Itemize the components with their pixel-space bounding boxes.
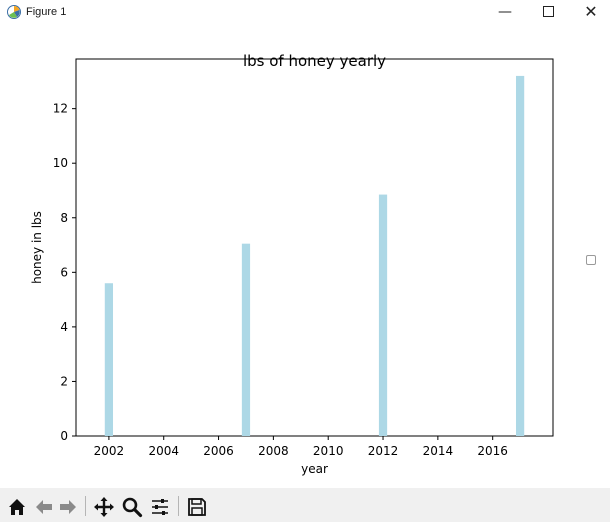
minimize-icon: — [498,4,512,20]
chart-title: lbs of honey yearly [243,52,386,70]
y-tick-label: 10 [53,156,68,170]
configure-subplots-icon[interactable] [149,496,171,518]
y-tick-label: 4 [60,320,68,334]
x-tick-label: 2010 [313,444,344,458]
toolbar-separator [178,496,179,516]
y-tick-label: 8 [60,211,68,225]
x-tick-label: 2008 [258,444,289,458]
home-icon[interactable] [6,496,28,518]
back-arrow-icon[interactable] [33,496,55,518]
x-tick-label: 2006 [203,444,234,458]
x-tick-label: 2002 [94,444,125,458]
bar [378,194,388,436]
bar [515,75,525,436]
maximize-icon [542,5,554,17]
close-button[interactable]: ✕ [568,0,610,26]
figure-canvas: 2002 2004 2006 2008 2010 2012 2014 2016 0 2 4 6 8 10… [0,26,610,485]
x-tick-label: 2016 [477,444,508,458]
matplotlib-figure-icon [7,5,21,19]
pan-move-icon[interactable] [93,496,115,518]
minimize-button[interactable]: — [482,0,528,26]
forward-arrow-icon[interactable] [57,496,79,518]
y-tick-label: 12 [53,102,68,116]
toolbar-separator [85,496,86,516]
resize-handle[interactable] [586,255,596,265]
x-tick-label: 2004 [148,444,179,458]
zoom-magnifier-icon[interactable] [121,496,143,518]
axes-frame [75,58,554,437]
maximize-button[interactable] [525,0,571,26]
window-titlebar: Figure 1 — ✕ [0,0,610,26]
y-tick-label: 0 [60,429,68,443]
y-axis-label: honey in lbs [30,211,44,284]
bar [104,283,114,436]
y-tick-label: 6 [60,265,68,279]
navigation-toolbar [0,488,610,522]
bar-chart: 2002 2004 2006 2008 2010 2012 2014 2016 0 2 4 6 8 10… [30,52,554,476]
bar [241,243,251,436]
save-floppy-icon[interactable] [186,496,208,518]
window-title: Figure 1 [26,6,67,18]
y-tick-label: 2 [60,374,68,388]
x-tick-label: 2014 [423,444,454,458]
x-tick-label: 2012 [368,444,399,458]
x-axis-label: year [301,462,328,476]
close-icon: ✕ [584,2,598,21]
